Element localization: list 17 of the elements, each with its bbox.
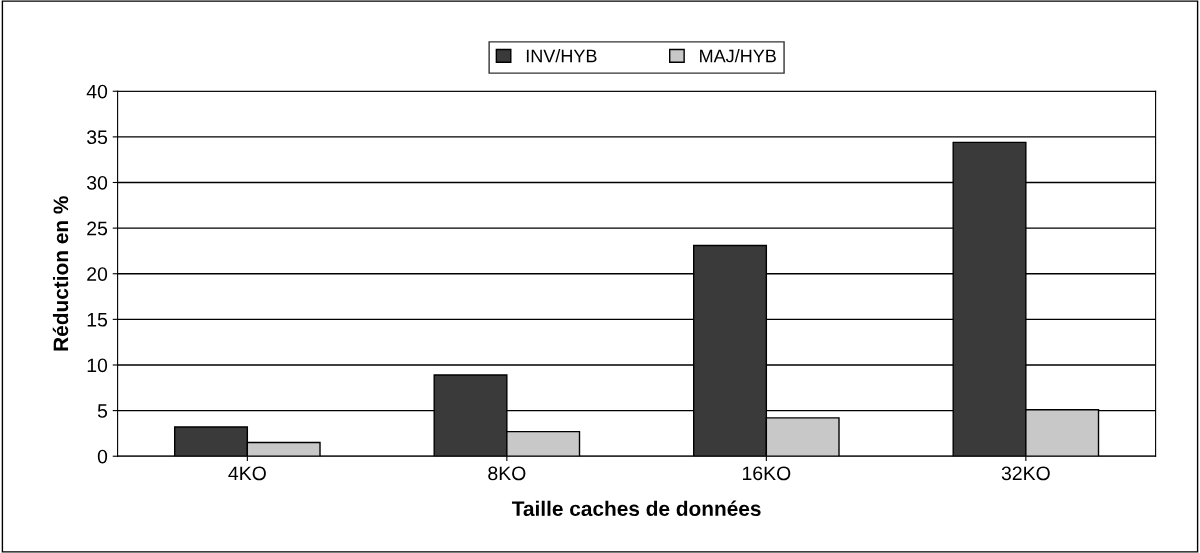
legend-label: INV/HYB (526, 49, 597, 63)
x-axis-title: Taille caches de données (511, 500, 761, 517)
legend-label: MAJ/HYB (700, 49, 776, 63)
y-tick-label: 30 (86, 175, 108, 190)
y-tick-label: 25 (87, 221, 108, 236)
y-tick-label: 15 (87, 313, 108, 327)
x-tick-label: 8KO (488, 466, 526, 481)
y-tick-label: 5 (97, 404, 108, 418)
y-tick-label: 0 (97, 449, 108, 464)
x-tick-label: 4KO (228, 466, 266, 481)
x-tick-label: 32KO (1001, 466, 1050, 481)
y-tick-label: 40 (86, 84, 108, 99)
y-tick-label: 20 (87, 267, 108, 281)
y-axis-title: Réduction en % (52, 196, 69, 351)
y-tick-label: 10 (87, 358, 108, 373)
x-tick-label: 16KO (742, 466, 791, 481)
y-tick-label: 35 (86, 130, 108, 145)
